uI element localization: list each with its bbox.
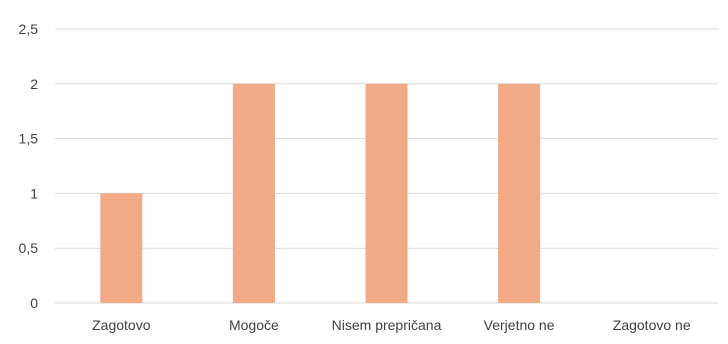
bars [100, 83, 541, 303]
y-tick-label: 2 [30, 76, 38, 92]
x-tick-label: Verjetno ne [484, 317, 555, 333]
x-tick-label: Nisem prepričana [332, 317, 442, 333]
y-axis-ticks: 0 0,5 1 1,5 2 2,5 [19, 21, 39, 311]
x-axis-ticks: Zagotovo Mogoče Nisem prepričana Verjetno n… [92, 317, 691, 333]
x-tick-label: Mogoče [229, 317, 279, 333]
bar [365, 83, 408, 303]
bar [498, 83, 541, 303]
y-tick-label: 2,5 [19, 21, 39, 37]
y-tick-label: 1,5 [19, 131, 39, 147]
y-tick-label: 0 [30, 295, 38, 311]
x-tick-label: Zagotovo [92, 317, 151, 333]
x-tick-label: Zagotovo ne [613, 317, 691, 333]
bar [232, 83, 275, 303]
y-tick-label: 0,5 [19, 240, 39, 256]
bar [100, 193, 143, 303]
y-tick-label: 1 [30, 185, 38, 201]
